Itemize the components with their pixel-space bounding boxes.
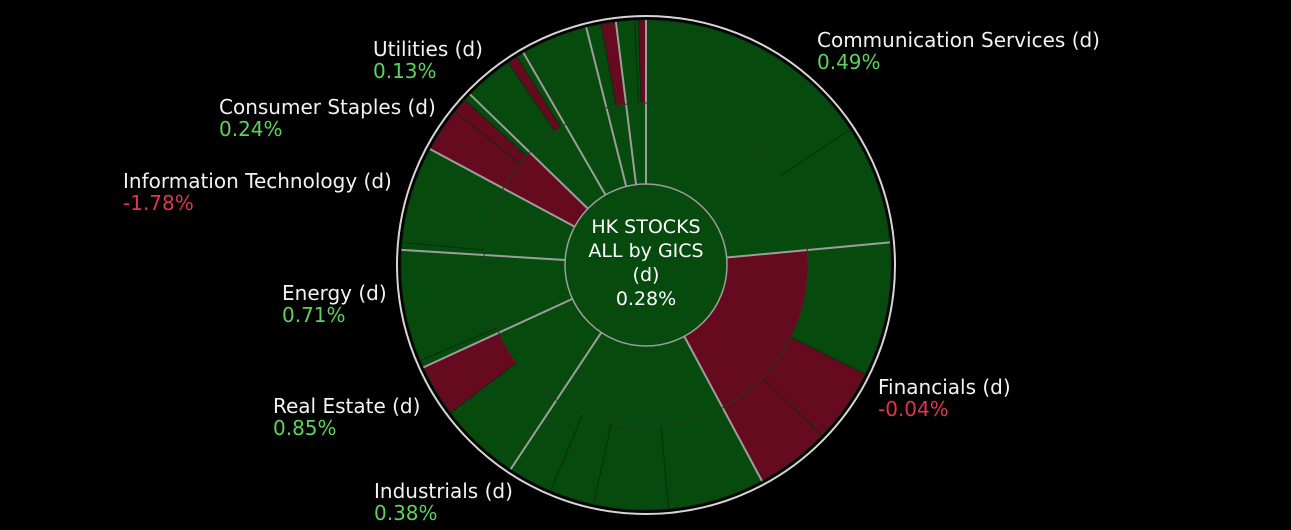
label-energy: Energy (d) 0.71%	[282, 282, 387, 326]
label-information-technology-change: -1.78%	[123, 191, 194, 215]
middle-ring-line	[483, 102, 809, 428]
label-consumer-staples: Consumer Staples (d) 0.24%	[219, 96, 436, 140]
sector-separator-8	[469, 93, 589, 210]
label-industrials: Industrials (d) 0.38%	[374, 480, 513, 524]
sector-separator-3	[683, 335, 763, 482]
label-energy-change: 0.71%	[282, 303, 346, 327]
label-real-estate: Real Estate (d) 0.85%	[273, 395, 420, 439]
label-industrials-name: Industrials (d)	[374, 479, 513, 503]
sector-separator-2	[726, 241, 891, 259]
sector-separator-5	[423, 297, 573, 369]
label-information-technology: Information Technology (d) -1.78%	[123, 170, 392, 214]
sector-separator-10	[585, 27, 628, 187]
sector-separator-11	[614, 21, 638, 185]
sector-separator-4	[509, 331, 603, 470]
label-information-technology-name: Information Technology (d)	[123, 169, 392, 193]
sector-separator-9	[522, 52, 607, 196]
label-financials-name: Financials (d)	[878, 375, 1011, 399]
label-communication-services: Communication Services (d) 0.49%	[817, 29, 1100, 73]
label-communication-services-change: 0.49%	[817, 50, 881, 74]
center-change-value: 0.28%	[615, 288, 677, 310]
label-utilities: Utilities (d) 0.13%	[373, 38, 483, 82]
sector-separator-7	[429, 148, 576, 228]
label-financials-change: -0.04%	[878, 397, 949, 421]
label-real-estate-change: 0.85%	[273, 416, 337, 440]
label-consumer-staples-change: 0.24%	[219, 117, 283, 141]
label-communication-services-name: Communication Services (d)	[817, 28, 1100, 52]
center-label: HK STOCKS ALL by GICS (d) 0.28%	[571, 215, 721, 311]
label-financials: Financials (d) -0.04%	[878, 376, 1011, 420]
label-consumer-staples-name: Consumer Staples (d)	[219, 95, 436, 119]
center-title-line-2: ALL by GICS	[588, 240, 704, 262]
label-utilities-change: 0.13%	[373, 59, 437, 83]
label-industrials-change: 0.38%	[374, 501, 438, 525]
center-title-line-1: HK STOCKS	[591, 216, 701, 238]
outer-ring-outline	[396, 15, 896, 515]
center-title-line-3: (d)	[632, 264, 660, 286]
label-real-estate-name: Real Estate (d)	[273, 394, 421, 418]
label-utilities-name: Utilities (d)	[373, 37, 483, 61]
center-disk	[564, 183, 728, 347]
sector-separator-6	[401, 248, 566, 262]
label-energy-name: Energy (d)	[282, 281, 387, 305]
